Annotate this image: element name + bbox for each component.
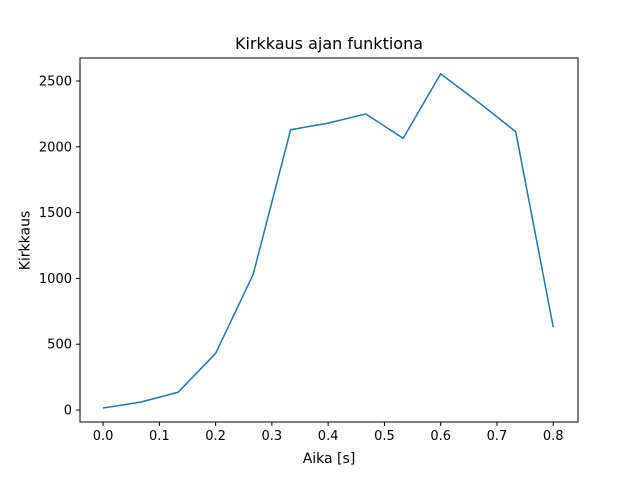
x-tick-label: 0.6 — [430, 429, 451, 444]
y-tick-label: 500 — [47, 338, 72, 353]
chart-title: Kirkkaus ajan funktiona — [234, 34, 424, 53]
axes-frame — [79, 57, 579, 423]
y-axis-label: Kirkkaus — [17, 210, 34, 271]
x-tick-label: 0.7 — [487, 429, 508, 444]
x-tick-label: 0.2 — [205, 429, 226, 444]
x-axis-label: Aika [s] — [302, 451, 356, 467]
x-tick-label: 0.1 — [149, 429, 170, 444]
x-tick-label: 0.3 — [262, 429, 283, 444]
y-tick-label: 1500 — [39, 206, 72, 221]
y-tick-label: 2000 — [39, 140, 72, 155]
x-tick-label: 0.5 — [374, 429, 395, 444]
y-tick-label: 0 — [64, 404, 72, 419]
x-tick-label: 0.4 — [318, 429, 339, 444]
data-line-series — [102, 73, 554, 409]
x-tick-label: 0.0 — [93, 429, 114, 444]
x-tick-label: 0.8 — [543, 429, 564, 444]
y-tick-label: 2500 — [39, 75, 72, 90]
y-tick-label: 1000 — [39, 272, 72, 287]
